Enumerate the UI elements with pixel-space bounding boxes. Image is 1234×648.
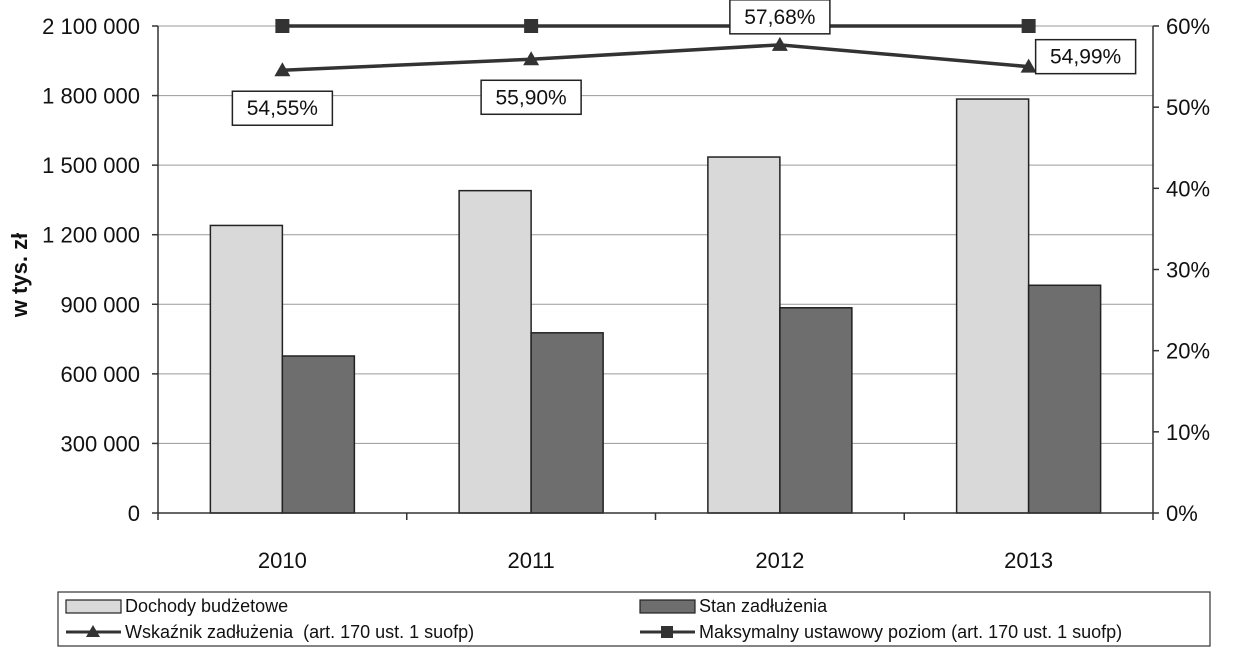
point-wskaznik [1020,58,1037,73]
bar-dochody [955,98,1030,514]
x-tick-label: 2011 [507,548,554,573]
y2-tick-label: 60% [1166,14,1210,39]
y-tick-label: 600 000 [60,362,140,387]
point-wskaznik [523,51,540,66]
legend-box [57,591,1211,647]
y-tick-label: 1 200 000 [42,223,140,248]
bars [209,98,1102,514]
point-maksymalny [524,19,539,33]
bar-zadluzenie [779,307,853,514]
y-tick-label: 0 [128,501,140,526]
point-wskaznik [274,62,291,77]
y2-tick-label: 50% [1166,95,1210,120]
x-tick-label: 2012 [755,548,804,573]
y-axis-ticks: 0 300 000 600 000 900 000 1 200 000 1 500 000… [42,14,140,526]
line-wskaznik [282,43,1029,72]
legend-marker [86,625,100,637]
x-tick-label: 2010 [258,548,307,573]
y2-tick-label: 10% [1166,420,1210,445]
y2-tick-label: 20% [1166,339,1210,364]
y-tick-label: 1 500 000 [42,153,140,178]
bar-dochody [458,189,532,514]
bar-dochody [209,224,284,514]
y2-tick-label: 0% [1166,501,1198,526]
y-axis-label: w tys. zł [7,233,32,318]
y2-axis-ticks: 0% 10% 20% 30% 40% 50% 60% [1166,14,1210,526]
data-label: 54,55% [247,97,318,120]
legend-label: Stan zadłużenia [699,596,828,616]
data-label: 55,90% [496,86,567,109]
bar-zadluzenie [1027,284,1102,514]
y-tick-label: 300 000 [60,431,140,456]
point-maksymalny [275,19,290,33]
data-label: 57,68% [744,6,815,29]
y-tick-label: 2 100 000 [42,14,140,39]
data-label: 54,99% [1050,46,1121,69]
point-maksymalny [1021,19,1036,33]
data-label-box [729,0,831,35]
legend-label: Maksymalny ustawowy poziom (art. 170 ust… [699,622,1122,642]
point-wskaznik [771,36,788,51]
line-series [274,19,1037,77]
data-label-box [480,79,582,116]
bar-zadluzenie [281,355,356,514]
legend: Dochody budżetowe Stan zadłużenia Wskaźnik… [57,591,1211,647]
y2-tick-label: 40% [1166,176,1210,201]
legend-label: Dochody budżetowe [125,596,288,616]
legend-swatch [65,599,122,614]
y-tick-label: 900 000 [60,292,140,317]
y-tick-label: 1 800 000 [42,84,140,109]
axes [152,25,1159,520]
data-label-box [1034,38,1137,75]
bar-dochody [707,156,781,514]
x-tick-label: 2013 [1004,548,1053,573]
legend-swatch [639,599,696,614]
x-axis-ticks: 2010 2011 2012 2013 [258,548,1053,573]
data-label-box [231,90,334,126]
y2-tick-label: 30% [1166,258,1210,283]
legend-label: Wskaźnik zadłużenia (art. 170 ust. 1 suo… [125,622,474,642]
legend-marker [661,626,673,638]
bar-zadluzenie [530,332,604,514]
data-labels: 54,55% 55,90% 57,68% 54,99% [231,0,1137,126]
